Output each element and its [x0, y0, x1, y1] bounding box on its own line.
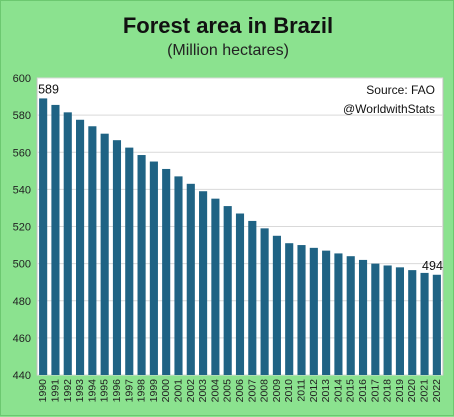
x-tick-label: 2000	[160, 379, 172, 403]
bar	[76, 119, 85, 375]
bar	[383, 265, 392, 375]
y-tick-label: 600	[13, 73, 31, 85]
x-tick-label: 2020	[406, 379, 418, 403]
y-tick-label: 520	[13, 222, 31, 234]
x-tick-label: 1991	[49, 379, 61, 403]
bar	[63, 112, 72, 375]
x-tick-label: 2001	[172, 379, 184, 403]
bar	[395, 267, 404, 375]
x-tick-label: 1999	[148, 379, 160, 403]
bar	[137, 155, 146, 375]
x-tick-label: 2022	[431, 379, 443, 403]
x-tick-label: 2012	[308, 379, 320, 403]
x-tick-label: 1993	[74, 379, 86, 403]
bar	[272, 235, 281, 375]
bar	[309, 247, 318, 375]
bar	[51, 104, 60, 376]
y-tick-label: 500	[13, 259, 31, 271]
x-tick-label: 2014	[332, 379, 344, 403]
source-note: Source: FAO	[366, 83, 435, 97]
x-tick-label: 2005	[222, 379, 234, 403]
data-labels: 589 494	[38, 82, 443, 272]
x-tick-label: 1992	[62, 379, 74, 403]
bar	[39, 98, 48, 375]
credit-note: @WorldwithStats	[343, 102, 435, 116]
x-tick-label: 1994	[86, 379, 98, 403]
bar	[211, 198, 220, 375]
bar	[408, 270, 417, 375]
bar	[432, 274, 441, 375]
x-tick-label: 2015	[345, 379, 357, 403]
bar	[112, 140, 122, 375]
y-tick-label: 560	[13, 147, 31, 159]
bar	[420, 272, 429, 375]
x-tick-label: 1998	[136, 379, 148, 403]
bar	[174, 176, 183, 375]
data-label: 589	[38, 82, 59, 96]
bar	[199, 191, 208, 375]
bar	[358, 259, 368, 375]
bar	[162, 168, 171, 375]
bar	[125, 147, 134, 375]
x-tick-label: 2018	[382, 379, 394, 403]
y-tick-label: 480	[13, 296, 31, 308]
x-tick-label: 2007	[246, 379, 258, 403]
bar	[334, 253, 343, 375]
x-tick-label: 2009	[271, 379, 283, 403]
bar	[260, 228, 269, 375]
x-tick-label: 2003	[197, 379, 209, 403]
bar	[346, 256, 355, 375]
y-axis: 440 460 480 500 520 540 560 580 600	[13, 73, 31, 382]
y-tick-label: 580	[13, 110, 31, 122]
x-tick-label: 2011	[296, 379, 308, 402]
x-tick-label: 2002	[185, 379, 197, 403]
x-tick-label: 2006	[234, 379, 246, 403]
x-tick-label: 2010	[283, 379, 295, 403]
bar	[297, 245, 306, 375]
x-tick-label: 1997	[123, 379, 135, 403]
bar	[371, 263, 380, 375]
bar	[322, 250, 331, 375]
y-tick-label: 460	[13, 333, 31, 345]
x-tick-label: 2008	[259, 379, 271, 403]
y-tick-label: 540	[13, 184, 31, 196]
x-tick-label: 2013	[320, 379, 332, 403]
bar	[223, 206, 232, 375]
bar	[235, 213, 245, 375]
x-tick-label: 2019	[394, 379, 406, 403]
bar	[100, 133, 109, 375]
x-tick-label: 2016	[357, 379, 369, 403]
bar	[88, 126, 97, 375]
data-label: 494	[422, 259, 443, 273]
bar	[248, 220, 257, 375]
bar	[285, 243, 294, 375]
chart-subtitle: (Million hectares)	[167, 42, 289, 59]
bar	[186, 183, 195, 375]
x-tick-label: 2017	[369, 379, 381, 403]
bars	[39, 98, 441, 376]
x-tick-label: 1995	[99, 379, 111, 403]
x-axis: 1990 1991 1992 1993 1994 1995 1996 1997 1998 1999…	[37, 379, 443, 403]
y-tick-label: 440	[13, 370, 31, 382]
x-tick-label: 2021	[419, 379, 431, 403]
x-tick-label: 2004	[209, 379, 221, 403]
x-tick-label: 1996	[111, 379, 123, 403]
chart-title: Forest area in Brazil	[122, 13, 334, 38]
x-tick-label: 1990	[37, 379, 49, 403]
bar	[149, 161, 158, 375]
